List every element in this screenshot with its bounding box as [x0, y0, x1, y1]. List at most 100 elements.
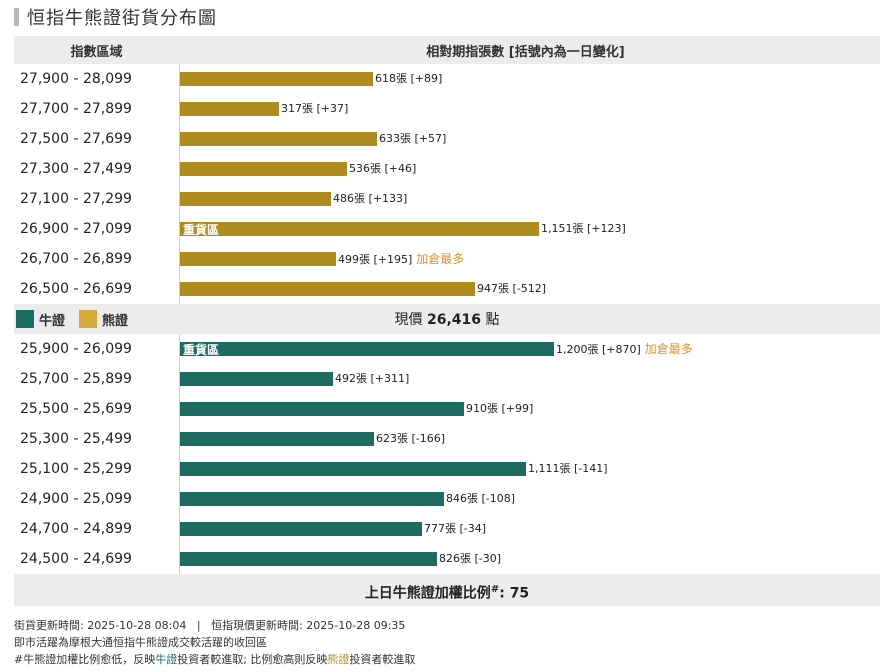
header-range: 指數區域: [70, 44, 123, 60]
most-added-tag: 加倉最多: [644, 342, 693, 356]
bear-range-label: 27,100 - 27,299: [20, 191, 132, 207]
bull-rows: 25,900 - 26,099 重貨區 1,200張 [+870] 加倉最多 25,70…: [14, 334, 880, 574]
heavy-zone-label: 重貨區: [183, 223, 220, 237]
bear-row: 26,500 - 26,699 947張 [-512]: [14, 274, 880, 304]
bull-bar-cell: 777張 [-34]: [179, 514, 880, 544]
price-value: 26,416: [426, 312, 482, 328]
value-text: 846張 [-108]: [446, 492, 516, 505]
update-times: 街貨更新時間: 2025-10-28 08:04 | 恒指現價更新時間: 202…: [14, 617, 415, 634]
bull-range-label: 25,900 - 26,099: [20, 341, 132, 357]
note-separator: |: [196, 619, 201, 632]
bear-bar: [180, 192, 331, 206]
bear-range-label: 27,300 - 27,499: [20, 161, 132, 177]
bull-value-label: 1,111張 [-141]: [528, 462, 608, 476]
bull-bar: [180, 402, 464, 416]
bull-row: 25,900 - 26,099 重貨區 1,200張 [+870] 加倉最多: [14, 334, 880, 364]
legend-bull-swatch: [16, 310, 34, 328]
bull-bar: [180, 372, 333, 386]
bear-value-label: 947張 [-512]: [477, 282, 546, 296]
bull-bar-cell: 重貨區 1,200張 [+870] 加倉最多: [179, 334, 880, 364]
bear-bar: [180, 282, 475, 296]
bear-value-label: 317張 [+37]: [281, 102, 348, 116]
ratio-separator: :: [499, 585, 505, 602]
chart-title: 恒指牛熊證街貨分布圖: [27, 8, 217, 29]
footnotes: 街貨更新時間: 2025-10-28 08:04 | 恒指現價更新時間: 202…: [14, 617, 415, 668]
legend-bull-label: 牛證: [39, 313, 66, 329]
value-text: 499張 [+195]: [338, 253, 413, 266]
note3-part-b: 投資者較進取; 比例愈高則反映: [177, 653, 328, 666]
bear-row: 27,500 - 27,699 633張 [+57]: [14, 124, 880, 154]
heavy-zone-label: 重貨區: [183, 343, 220, 357]
value-text: 826張 [-30]: [439, 552, 502, 565]
value-text: 1,151張 [+123]: [541, 222, 626, 235]
bear-bar: [180, 252, 336, 266]
bull-row: 24,700 - 24,899 777張 [-34]: [14, 514, 880, 544]
bull-value-label: 910張 [+99]: [466, 402, 533, 416]
bear-row: 27,700 - 27,899 317張 [+37]: [14, 94, 880, 124]
note3-part-c: 投資者較進取: [349, 653, 416, 666]
distribution-table: 指數區域 相對期指張數 [括號內為一日變化] 27,900 - 28,099 61…: [14, 36, 880, 606]
bull-range-label: 24,700 - 24,899: [20, 521, 132, 537]
bear-row: 26,900 - 27,099 重貨區 1,151張 [+123]: [14, 214, 880, 244]
bull-bar: [180, 432, 374, 446]
bull-row: 24,900 - 25,099 846張 [-108]: [14, 484, 880, 514]
bull-bar-cell: 623張 [-166]: [179, 424, 880, 454]
bull-value-label: 492張 [+311]: [335, 372, 409, 386]
note-active-zone: 即市活躍為摩根大通恒指牛熊證成交較活躍的收回區: [14, 636, 267, 649]
update-time: 2025-10-28 08:04: [87, 619, 187, 632]
bear-bar: [180, 132, 377, 146]
value-text: 618張 [+89]: [375, 72, 443, 85]
bull-bar-cell: 910張 [+99]: [179, 394, 880, 424]
bull-bar-cell: 1,111張 [-141]: [179, 454, 880, 484]
value-text: 492張 [+311]: [335, 372, 410, 385]
bear-range-label: 26,700 - 26,899: [20, 251, 132, 267]
value-text: 536張 [+46]: [349, 162, 417, 175]
bear-value-label: 618張 [+89]: [375, 72, 442, 86]
bull-bar: [180, 462, 526, 476]
bear-row: 27,300 - 27,499 536張 [+46]: [14, 154, 880, 184]
bear-row: 27,100 - 27,299 486張 [+133]: [14, 184, 880, 214]
bull-range-label: 25,500 - 25,699: [20, 401, 132, 417]
price-unit: 點: [485, 312, 500, 328]
ratio-label: 上日牛熊證加權比例: [364, 585, 491, 602]
bear-range-label: 27,900 - 28,099: [20, 71, 132, 87]
bear-bar-cell: 499張 [+195] 加倉最多: [179, 244, 880, 274]
index-update-label: 恒指現價更新時間:: [211, 619, 303, 632]
bear-value-label: 633張 [+57]: [379, 132, 446, 146]
value-text: 1,111張 [-141]: [528, 462, 608, 475]
bull-row: 25,300 - 25,499 623張 [-166]: [14, 424, 880, 454]
legend: 牛證 熊證: [14, 310, 179, 329]
update-label: 街貨更新時間:: [14, 619, 84, 632]
note3-bear-word: 熊證: [327, 653, 350, 666]
bear-bar-cell: 618張 [+89]: [179, 64, 880, 94]
price-row: 牛證 熊證 現價 26,416 點: [14, 304, 880, 334]
bull-value-label: 623張 [-166]: [376, 432, 445, 446]
bear-bar: 重貨區: [180, 222, 539, 237]
value-text: 317張 [+37]: [281, 102, 349, 115]
weighted-ratio: 上日牛熊證加權比例#: 75: [14, 574, 880, 606]
bear-rows: 27,900 - 28,099 618張 [+89] 27,700 - 27,899…: [14, 64, 880, 304]
bull-bar: [180, 552, 437, 566]
axis-line: [179, 64, 180, 304]
note3-part-a: #牛熊證加權比例愈低，反映: [14, 653, 156, 666]
bear-bar-cell: 633張 [+57]: [179, 124, 880, 154]
axis-line: [179, 334, 180, 574]
price-label: 現價: [394, 312, 423, 328]
bear-range-label: 26,900 - 27,099: [20, 221, 132, 237]
bear-range-label: 27,700 - 27,899: [20, 101, 132, 117]
note-ratio-explanation: #牛熊證加權比例愈低，反映牛證投資者較進取; 比例愈高則反映熊證投資者較進取: [14, 651, 415, 668]
bear-value-label: 536張 [+46]: [349, 162, 416, 176]
bear-bar: [180, 162, 347, 176]
bear-row: 27,900 - 28,099 618張 [+89]: [14, 64, 880, 94]
bull-range-label: 25,300 - 25,499: [20, 431, 132, 447]
ratio-value: 75: [509, 585, 530, 602]
bear-value-label: 1,151張 [+123]: [541, 222, 626, 236]
bull-value-label: 826張 [-30]: [439, 552, 501, 566]
most-added-tag: 加倉最多: [416, 252, 465, 266]
bull-range-label: 25,700 - 25,899: [20, 371, 132, 387]
bull-value-label: 777張 [-34]: [424, 522, 486, 536]
title-marker: [14, 8, 19, 26]
legend-bear-swatch: [79, 310, 98, 328]
note3-bull-word: 牛證: [155, 653, 178, 666]
value-text: 910張 [+99]: [466, 402, 534, 415]
